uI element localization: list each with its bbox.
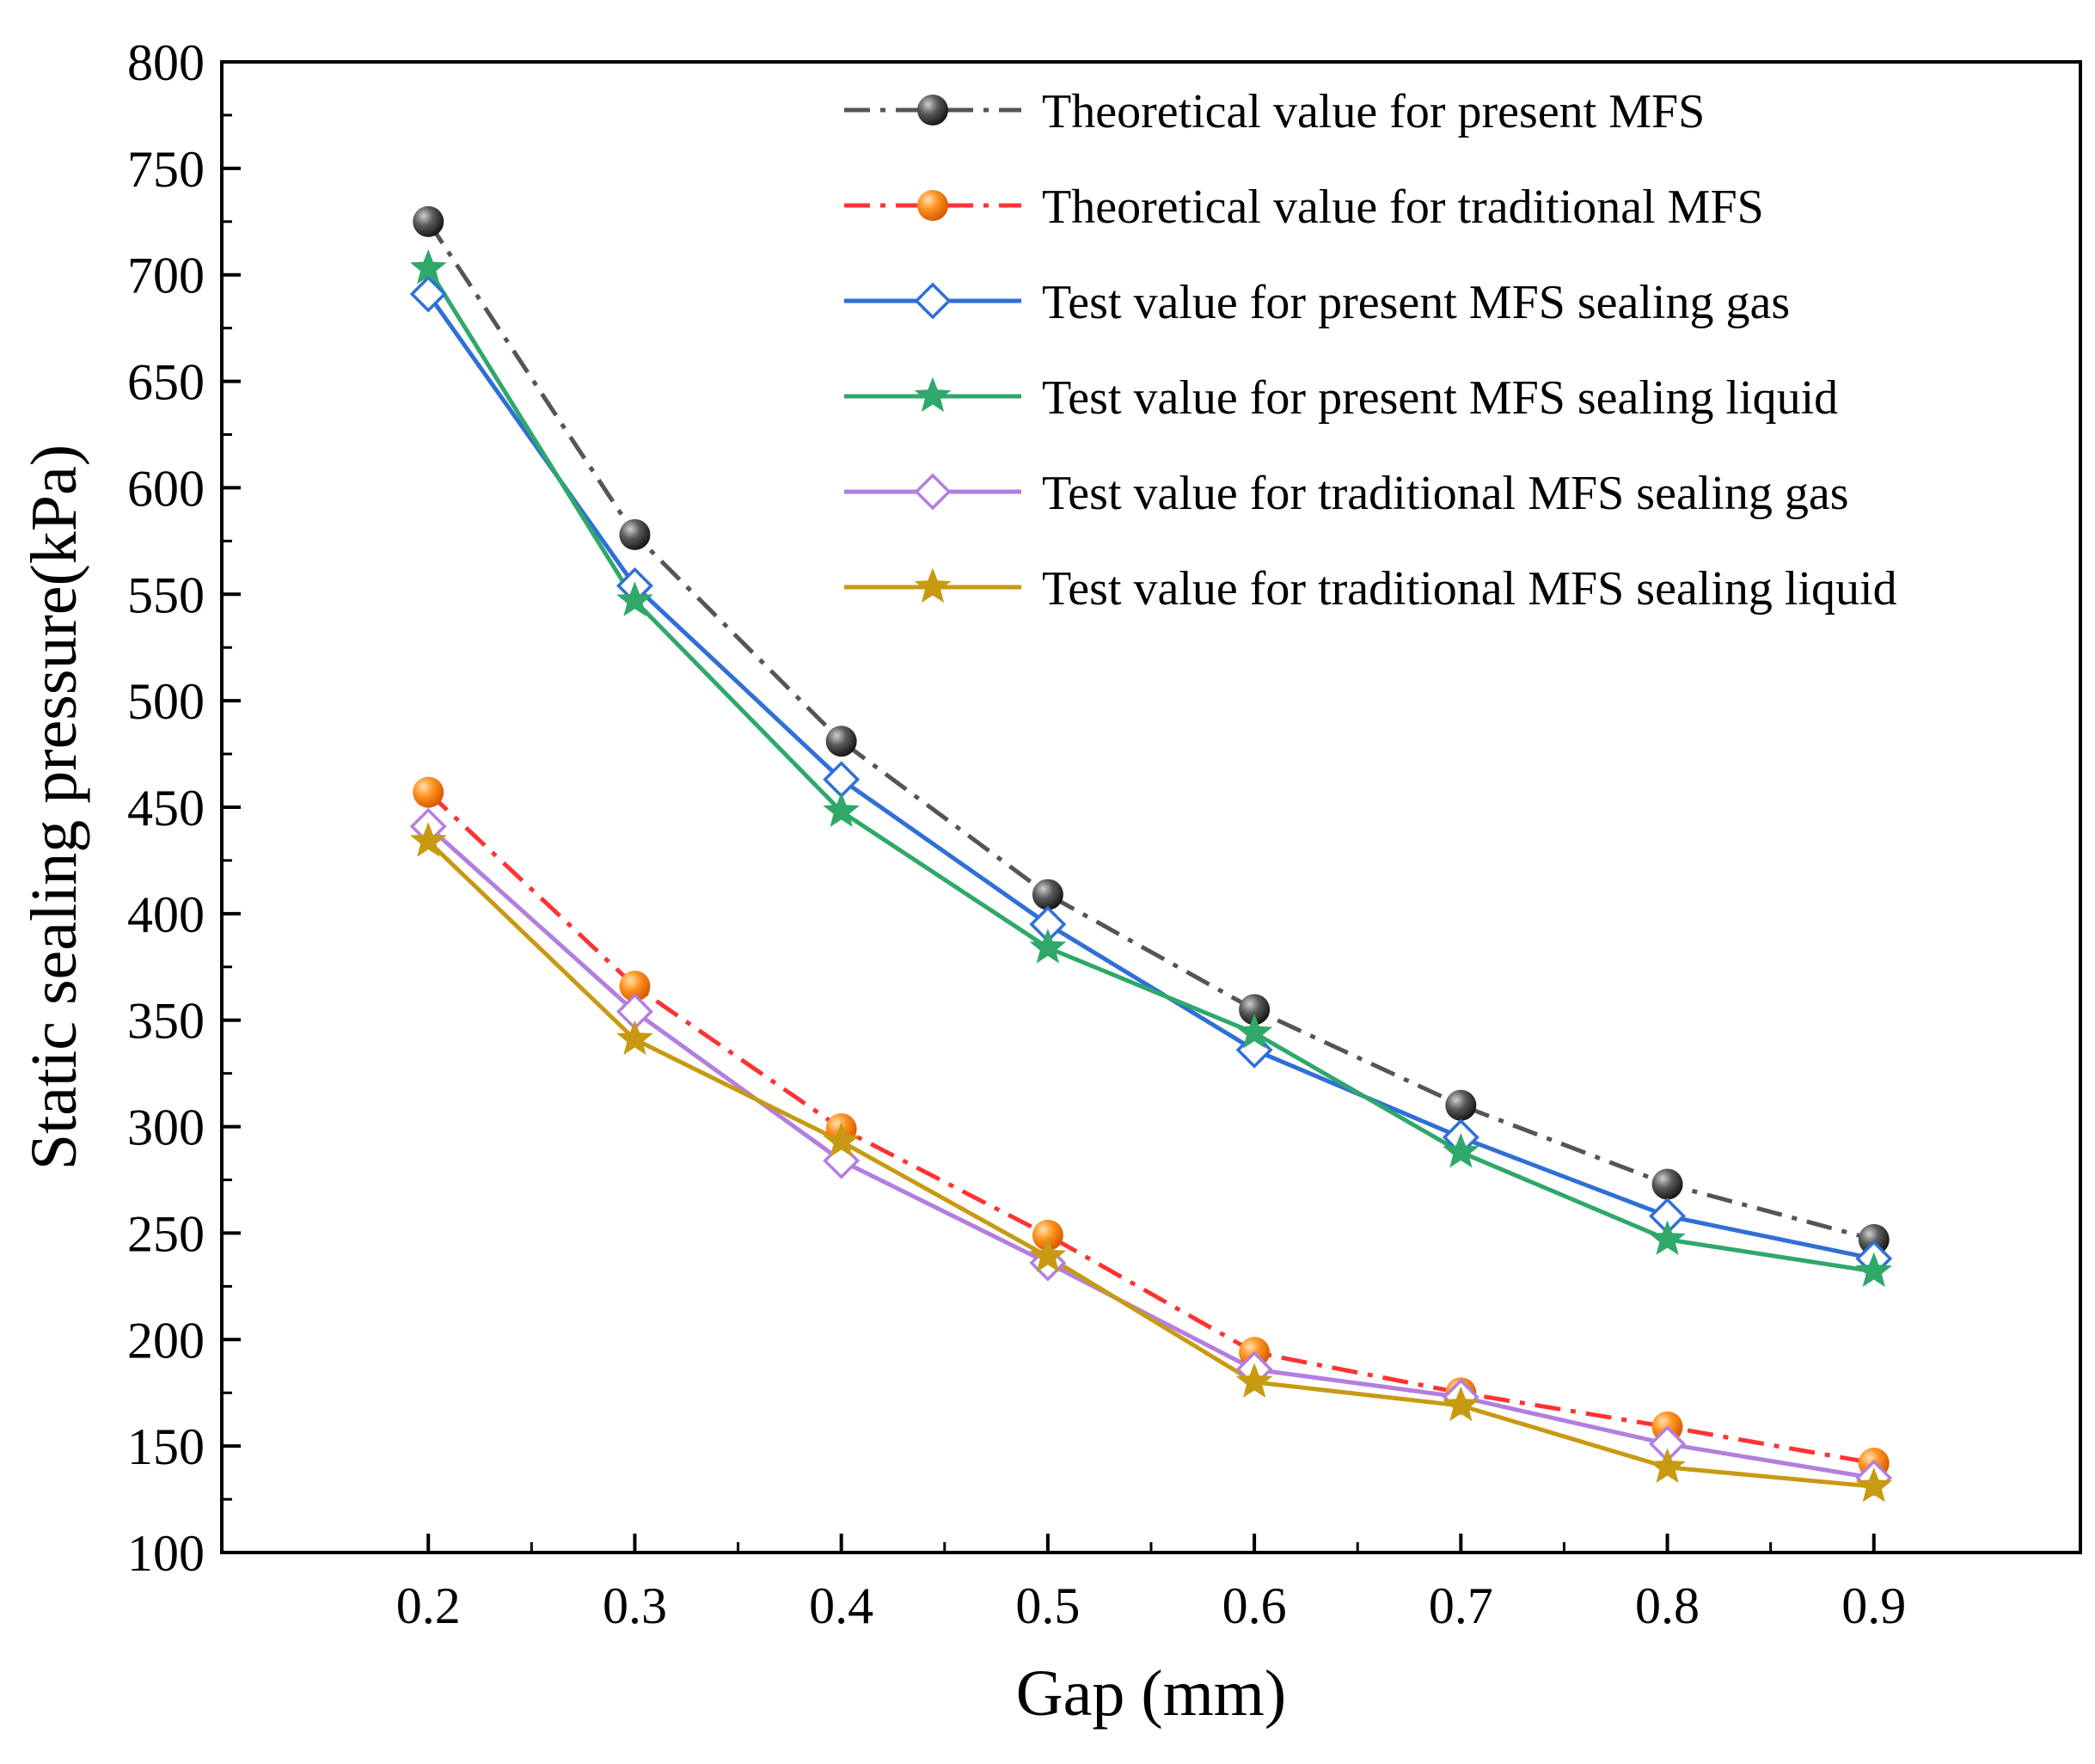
data-point-s1-3 [825, 726, 857, 757]
y-tick-label: 650 [127, 354, 205, 411]
data-point-s6-6 [1443, 1386, 1479, 1422]
legend-label-2: Theoretical value for traditional MFS [1042, 181, 1764, 234]
series-line-2 [426, 790, 1875, 1466]
y-tick-label: 600 [127, 460, 205, 517]
data-point-s1-6 [1445, 1089, 1477, 1121]
y-tick-label: 450 [127, 780, 205, 836]
y-tick-label: 700 [127, 248, 205, 304]
data-point-s4-2 [616, 581, 653, 616]
legend-label-5: Test value for traditional MFS sealing g… [1042, 467, 1849, 520]
y-tick-label: 400 [127, 886, 205, 943]
x-tick-label: 0.2 [396, 1577, 461, 1634]
data-point-s1-2 [619, 518, 651, 550]
legend-marker-2 [917, 190, 948, 221]
legend: Theoretical value for present MFS Theoret… [844, 85, 1897, 616]
data-point-s4-4 [1029, 928, 1067, 964]
data-point-s6-5 [1235, 1363, 1273, 1398]
data-point-s2-2 [619, 971, 651, 1002]
y-tick-label: 350 [127, 993, 205, 1050]
data-point-s6-7 [1649, 1448, 1686, 1484]
series-line-4 [426, 266, 1875, 1274]
x-tick-label: 0.3 [603, 1577, 667, 1634]
x-axis-title: Gap (mm) [1016, 1657, 1286, 1730]
data-point-s6-8 [1855, 1467, 1893, 1503]
data-point-s3-1 [409, 275, 447, 313]
y-tick-label: 500 [127, 673, 205, 730]
data-point-s4-8 [1855, 1252, 1893, 1288]
x-axis: 0.2 0.3 0.4 0.5 0.6 0.7 0.8 0.9 [396, 1534, 1906, 1634]
data-point-s6-4 [1029, 1237, 1067, 1272]
data-point-s1-7 [1651, 1168, 1683, 1200]
data-point-s2-4 [1032, 1219, 1063, 1251]
legend-marker-3 [914, 282, 952, 320]
series-lines [426, 220, 1875, 1489]
data-point-s4-6 [1443, 1132, 1479, 1168]
legend-label-3: Test value for present MFS sealing gas [1042, 276, 1790, 329]
data-point-s1-5 [1239, 994, 1271, 1026]
data-point-s1-8 [1858, 1223, 1890, 1255]
y-axis-title: Static sealing pressure(kPa) [18, 444, 90, 1170]
data-point-s1-1 [413, 205, 444, 237]
legend-label-4: Test value for present MFS sealing liqui… [1042, 371, 1838, 425]
legend-label-1: Theoretical value for present MFS [1042, 85, 1705, 138]
x-tick-label: 0.5 [1015, 1577, 1080, 1634]
data-point-s4-5 [1235, 1014, 1273, 1049]
data-point-s4-7 [1649, 1220, 1686, 1255]
x-tick-label: 0.7 [1429, 1577, 1493, 1634]
y-tick-label: 100 [127, 1525, 205, 1582]
y-tick-label: 550 [127, 567, 205, 623]
x-tick-label: 0.4 [809, 1577, 873, 1634]
legend-marker-6 [914, 567, 952, 603]
series-line-1 [426, 220, 1875, 1242]
legend-label-6: Test value for traditional MFS sealing l… [1042, 562, 1897, 616]
series-line-5 [426, 824, 1875, 1480]
x-tick-label: 0.8 [1635, 1577, 1700, 1634]
y-tick-label: 200 [127, 1312, 205, 1369]
y-tick-label: 300 [127, 1099, 205, 1156]
y-tick-label: 750 [127, 141, 205, 198]
series-line-3 [426, 292, 1875, 1261]
legend-marker-4 [914, 377, 952, 413]
x-tick-label: 0.6 [1222, 1577, 1287, 1634]
series-markers [409, 205, 1893, 1503]
data-point-s2-1 [413, 776, 444, 808]
y-axis: 100 150 200 250 300 350 400 450 500 550 600 650 700 7… [127, 34, 241, 1582]
series-line-6 [426, 839, 1875, 1489]
y-tick-label: 150 [127, 1418, 205, 1475]
y-tick-label: 800 [127, 34, 205, 91]
data-point-s6-1 [409, 822, 447, 857]
data-point-s4-1 [409, 248, 447, 285]
data-point-s6-3 [823, 1122, 860, 1158]
data-point-s6-2 [616, 1020, 653, 1056]
data-point-s4-3 [823, 792, 860, 828]
legend-marker-1 [917, 95, 948, 126]
x-tick-label: 0.9 [1841, 1577, 1906, 1634]
legend-marker-5 [914, 473, 952, 511]
data-point-s1-4 [1032, 879, 1063, 910]
y-tick-label: 250 [127, 1205, 205, 1262]
